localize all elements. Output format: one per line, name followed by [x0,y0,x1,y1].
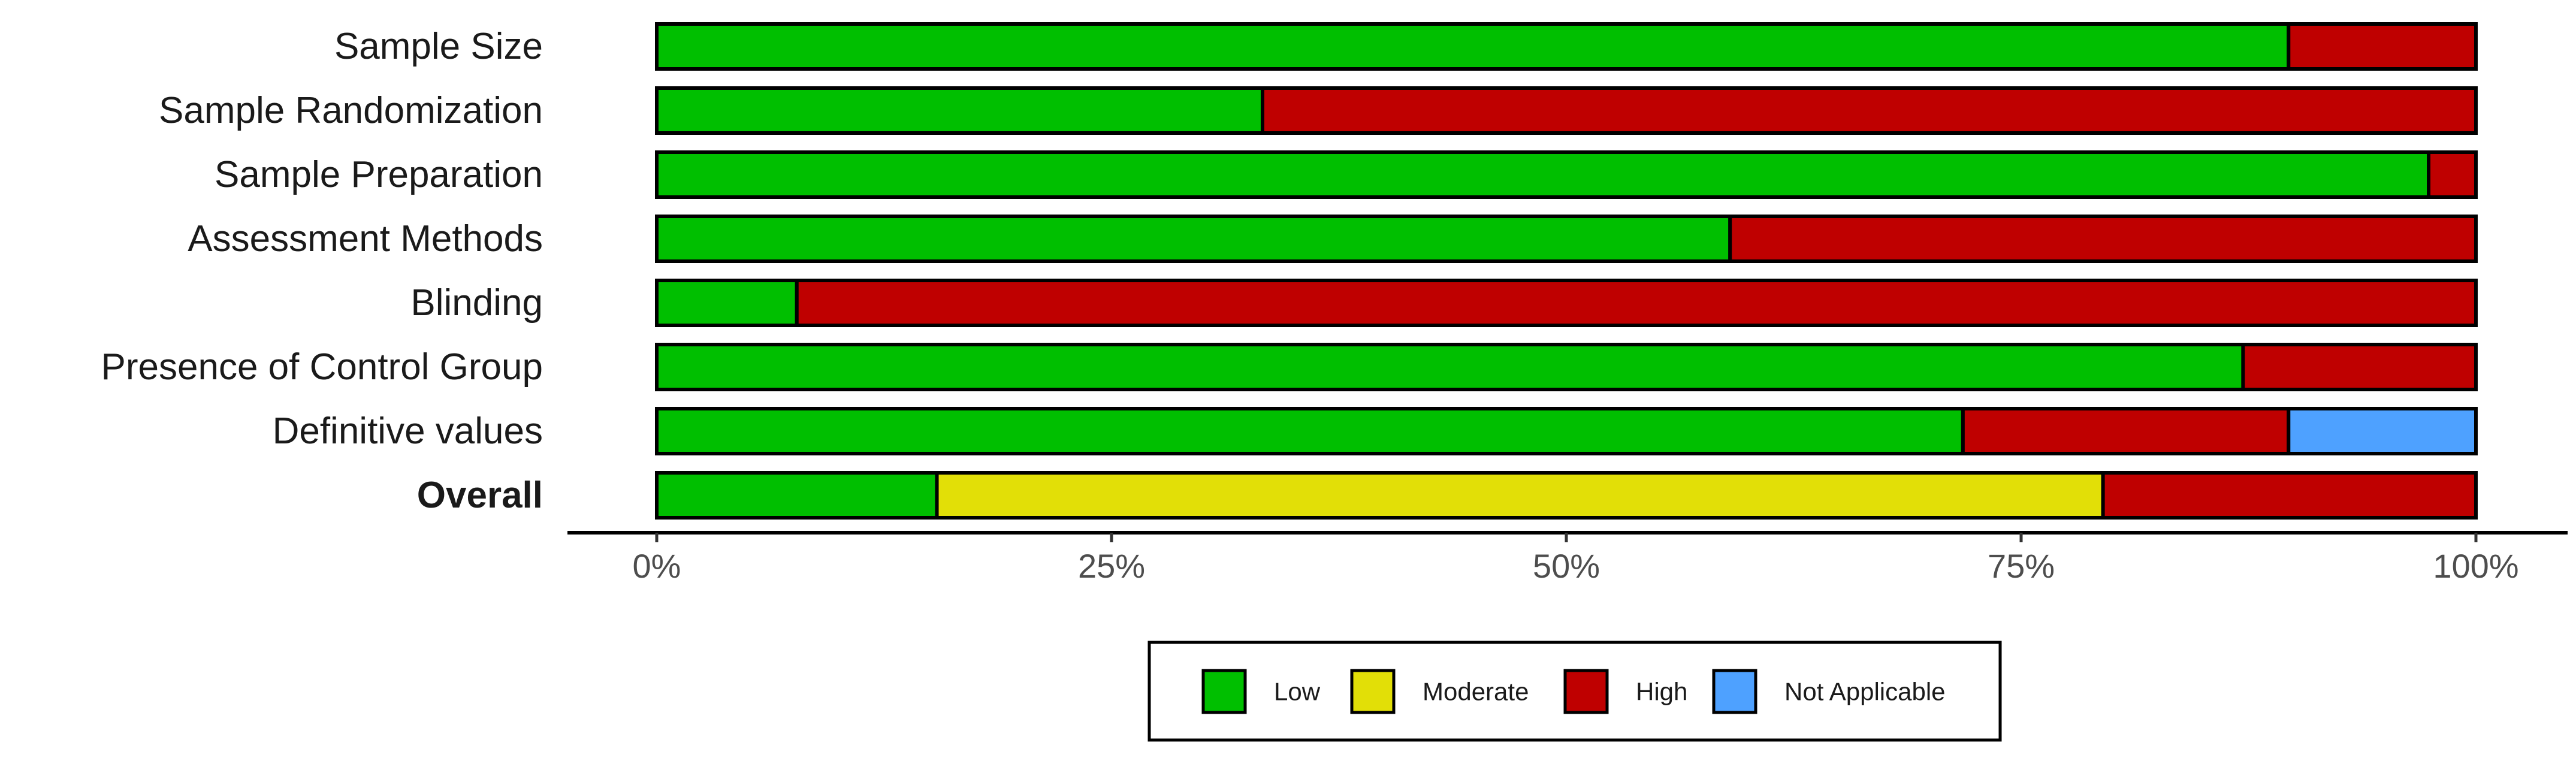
bar-segment-assessment-methods-high [1728,215,2478,263]
bar-segment-blinding-high [795,279,2478,327]
bar-segment-sample-randomization-low [655,86,1264,135]
x-tick-label-75: 75% [1988,547,2055,585]
category-label-assessment-methods: Assessment Methods [188,218,543,259]
bar-segment-assessment-methods-low [655,215,1732,263]
legend-label-not-applicable: Not Applicable [1784,678,1946,706]
category-label-overall: Overall [417,475,543,516]
bar-segment-sample-size-high [2287,22,2478,71]
legend-label-low: Low [1274,678,1321,706]
bar-segment-sample-preparation-high [2427,150,2478,199]
legend-label-moderate: Moderate [1423,678,1529,706]
category-label-definitive-values: Definitive values [273,410,543,452]
bar-segment-blinding-low [655,279,799,327]
x-tick-label-50: 50% [1533,547,1600,585]
bars-layer [655,22,2478,520]
bar-segment-overall-low [655,471,939,520]
bar-segment-sample-randomization-high [1260,86,2478,135]
category-label-presence-of-control-group: Presence of Control Group [101,346,543,388]
legend-key-low [1201,669,1247,714]
category-label-sample-size: Sample Size [334,26,543,67]
legend-label-high: High [1636,678,1687,706]
bar-segment-overall-high [2101,471,2478,520]
category-labels: Sample Size Sample Randomization Sample Pr… [101,26,543,516]
bar-segment-overall-moderate [935,471,2105,520]
legend-key-moderate [1350,669,1396,714]
category-label-sample-preparation: Sample Preparation [215,154,543,195]
bar-segment-sample-preparation-low [655,150,2431,199]
x-axis-ticks: 0% 25% 50% 75% 100% [633,533,2519,585]
x-tick-label-100: 100% [2433,547,2518,585]
bar-segment-presence-of-control-group-high [2241,343,2478,391]
bar-segment-presence-of-control-group-low [655,343,2245,391]
category-label-sample-randomization: Sample Randomization [159,90,543,131]
bar-segment-definitive-values-low [655,407,1965,455]
category-label-blinding: Blinding [410,282,543,324]
legend: Low Moderate High Not Applicable [1147,641,2002,742]
x-tick-label-25: 25% [1078,547,1145,585]
bar-segment-sample-size-low [655,22,2291,71]
legend-box [1147,641,2002,742]
bar-segment-definitive-values-high [1961,407,2291,455]
x-tick-label-0: 0% [633,547,681,585]
bar-segment-definitive-values-not-applicable [2287,407,2478,455]
legend-key-not-applicable [1712,669,1757,714]
legend-key-high [1563,669,1609,714]
